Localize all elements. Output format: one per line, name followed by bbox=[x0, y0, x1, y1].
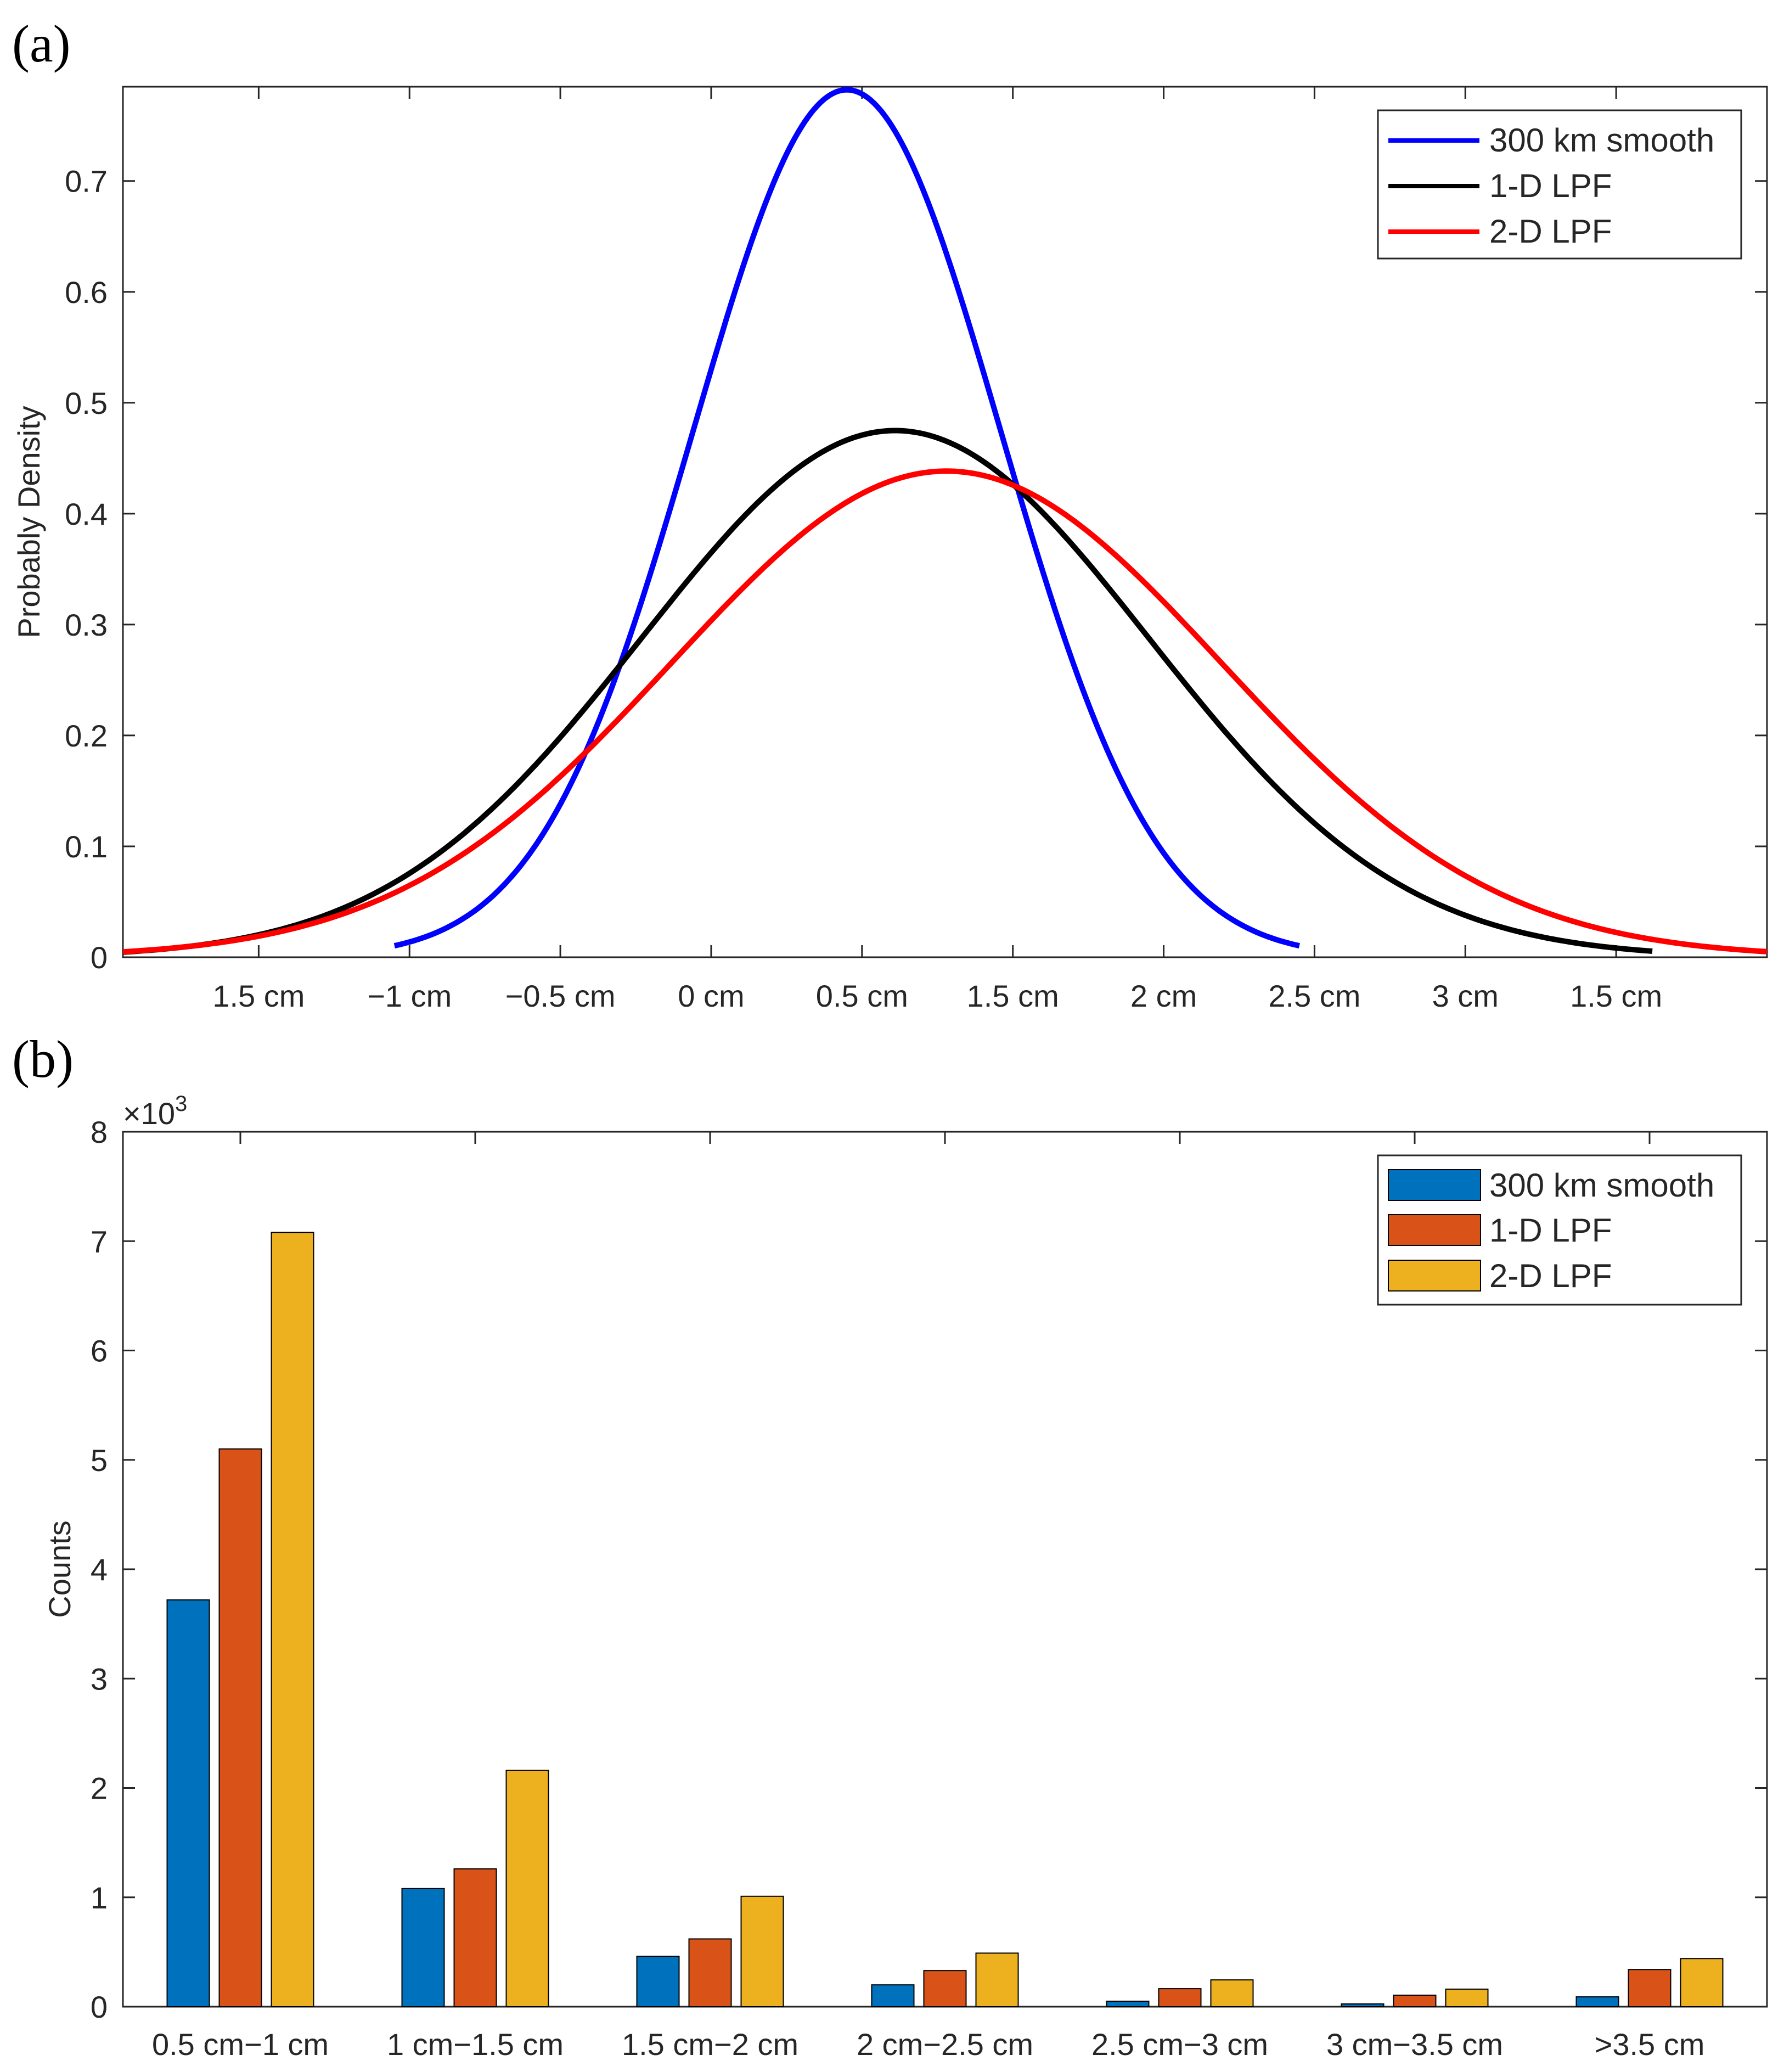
x-tick-label: 1.5 cm bbox=[212, 979, 305, 1013]
y-tick-label: 0.2 bbox=[65, 718, 108, 753]
panel-b-bars bbox=[166, 1232, 1724, 2008]
legend-b-label-1d: 1-D LPF bbox=[1489, 1212, 1612, 1249]
legend-b-swatch-300km bbox=[1388, 1169, 1481, 1201]
panel-a-ticks: 1.5 cm −1 cm −0.5 cm 0 cm 0.5 cm 1.5 cm 2 cm 2.… bbox=[65, 87, 1767, 1013]
panel-b-y-exponent: ×103 bbox=[123, 1092, 187, 1131]
panel-a-label: (a) bbox=[12, 14, 71, 73]
legend-a-label-2d: 2-D LPF bbox=[1489, 213, 1612, 250]
panel-b-legend: 300 km smooth 1-D LPF 2-D LPF bbox=[1377, 1154, 1742, 1306]
x-tick-label: 3 cm bbox=[1432, 979, 1499, 1013]
bar-series-2-cat-3 bbox=[975, 1952, 1019, 2007]
panel-a-curves bbox=[122, 87, 1768, 955]
y-tick-label: 8 bbox=[91, 1115, 108, 1149]
y-tick-label: 0.7 bbox=[65, 164, 108, 199]
x-tick-label: 2 cm bbox=[1130, 979, 1197, 1013]
bar-series-1-cat-1 bbox=[453, 1868, 497, 2007]
category-label: >3.5 cm bbox=[1595, 2027, 1705, 2062]
panel-b-y-label: Counts bbox=[42, 1520, 77, 1618]
category-label: 0.5 cm−1 cm bbox=[152, 2027, 329, 2062]
bar-series-1-cat-4 bbox=[1158, 1988, 1202, 2008]
bar-series-2-cat-1 bbox=[505, 1770, 549, 2008]
legend-a-label-1d: 1-D LPF bbox=[1489, 167, 1612, 204]
bar-series-0-cat-3 bbox=[871, 1984, 915, 2007]
y-tick-label: 4 bbox=[91, 1552, 108, 1587]
y-tick-label: 6 bbox=[91, 1334, 108, 1368]
y-tick-label: 0 bbox=[91, 940, 108, 975]
legend-b-swatch-1d bbox=[1388, 1214, 1481, 1246]
y-tick-label: 0 bbox=[91, 1990, 108, 2024]
bar-series-0-cat-2 bbox=[636, 1956, 680, 2008]
density-curve-1 bbox=[122, 428, 1653, 955]
category-label: 3 cm−3.5 cm bbox=[1326, 2027, 1503, 2062]
y-tick-label: 3 bbox=[91, 1661, 108, 1696]
x-tick-label: 0 cm bbox=[678, 979, 744, 1013]
bar-series-0-cat-0 bbox=[166, 1599, 210, 2008]
bar-series-1-cat-3 bbox=[923, 1970, 967, 2007]
category-label: 2.5 cm−3 cm bbox=[1091, 2027, 1268, 2062]
y-tick-label: 0.4 bbox=[65, 497, 108, 531]
y-tick-label: 7 bbox=[91, 1224, 108, 1259]
x-tick-label: 0.5 cm bbox=[816, 979, 908, 1013]
y-tick-label: 1 bbox=[91, 1880, 108, 1915]
y-tick-label: 0.3 bbox=[65, 608, 108, 642]
y-tick-label: 5 bbox=[91, 1443, 108, 1478]
legend-a-label-300km: 300 km smooth bbox=[1489, 122, 1714, 159]
density-curve-0 bbox=[393, 87, 1300, 948]
bar-series-1-cat-0 bbox=[218, 1448, 262, 2008]
bar-series-0-cat-1 bbox=[401, 1888, 445, 2008]
x-tick-label: −0.5 cm bbox=[505, 979, 616, 1013]
bar-series-2-cat-6 bbox=[1680, 1958, 1724, 2008]
bar-series-0-cat-4 bbox=[1106, 2001, 1150, 2007]
y-exponent-base: ×10 bbox=[123, 1096, 175, 1131]
bar-series-2-cat-4 bbox=[1210, 1979, 1254, 2007]
y-tick-label: 0.1 bbox=[65, 829, 108, 864]
category-label: 2 cm−2.5 cm bbox=[857, 2027, 1033, 2062]
bar-series-0-cat-5 bbox=[1341, 2003, 1385, 2007]
y-exponent-power: 3 bbox=[175, 1092, 187, 1116]
bar-series-0-cat-6 bbox=[1575, 1996, 1619, 2008]
y-tick-label: 2 bbox=[91, 1771, 108, 1806]
bar-series-1-cat-5 bbox=[1393, 1995, 1437, 2008]
panel-b: (b) 0.5 cm−1 cm 1 cm−1.5 cm 1.5 cm−2 cm 2 c… bbox=[12, 1030, 1768, 2062]
x-tick-label: 2.5 cm bbox=[1268, 979, 1360, 1013]
category-label: 1 cm−1.5 cm bbox=[387, 2027, 564, 2062]
bar-series-2-cat-2 bbox=[740, 1895, 784, 2008]
y-tick-label: 0.5 bbox=[65, 386, 108, 420]
legend-b-label-300km: 300 km smooth bbox=[1489, 1167, 1714, 1204]
bar-series-1-cat-6 bbox=[1628, 1969, 1672, 2008]
bar-series-2-cat-5 bbox=[1445, 1989, 1489, 2008]
legend-b-swatch-2d bbox=[1388, 1260, 1481, 1292]
panel-a-legend: 300 km smooth 1-D LPF 2-D LPF bbox=[1377, 109, 1742, 260]
x-tick-label: 1.5 cm bbox=[967, 979, 1059, 1013]
legend-b-label-2d: 2-D LPF bbox=[1489, 1257, 1612, 1294]
y-tick-label: 0.6 bbox=[65, 275, 108, 310]
panel-b-ticks: 0.5 cm−1 cm 1 cm−1.5 cm 1.5 cm−2 cm 2 cm−2.… bbox=[91, 1115, 1767, 2062]
category-label: 1.5 cm−2 cm bbox=[622, 2027, 798, 2062]
density-curve-2 bbox=[122, 468, 1768, 955]
bar-series-2-cat-0 bbox=[271, 1232, 314, 2007]
x-tick-label: 1.5 cm bbox=[1570, 979, 1662, 1013]
bar-series-1-cat-2 bbox=[688, 1938, 732, 2007]
x-tick-label: −1 cm bbox=[367, 979, 452, 1013]
panel-b-label: (b) bbox=[12, 1030, 74, 1088]
panel-a-y-label: Probably Density bbox=[12, 406, 46, 638]
panel-a: (a) 1.5 cm −1 cm −0.5 cm 0 cm 0.5 cm 1.5 cm 2 … bbox=[12, 14, 1768, 1013]
